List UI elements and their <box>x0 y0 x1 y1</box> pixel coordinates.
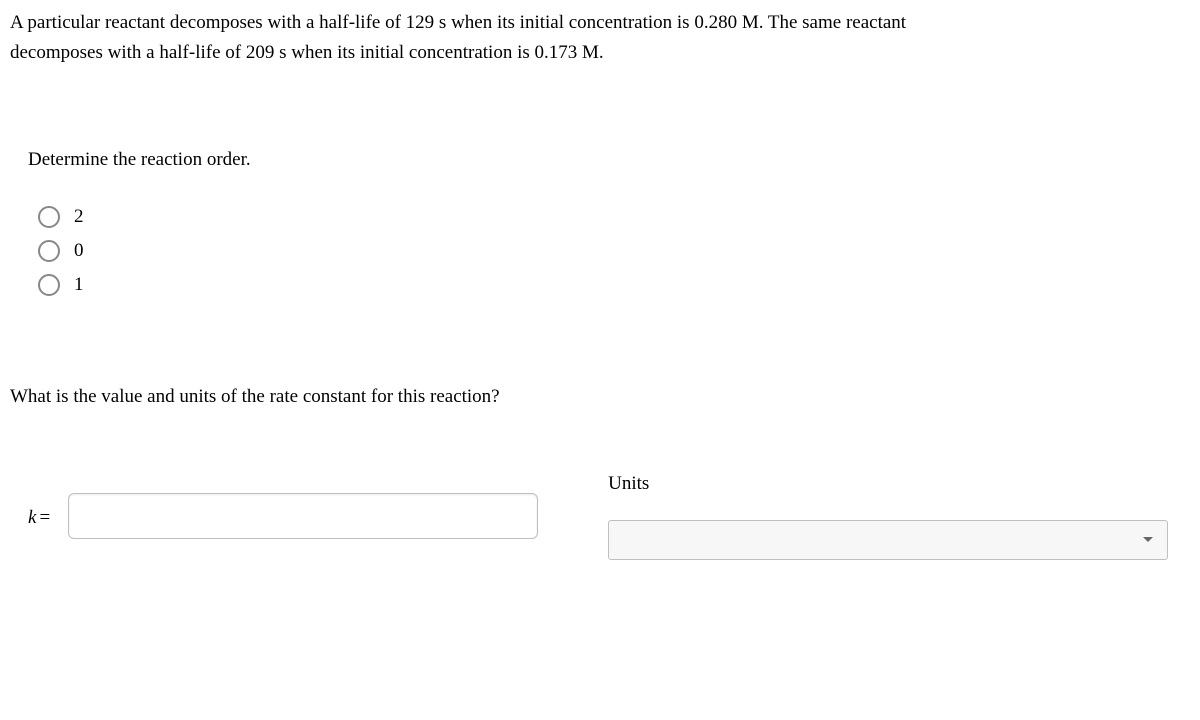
part2-prompt: What is the value and units of the rate … <box>10 386 1190 408</box>
radio-option-2[interactable]: 2 <box>38 206 1190 228</box>
radio-circle-icon <box>38 206 60 228</box>
k-equals-label: k= <box>28 507 50 529</box>
units-select[interactable] <box>608 520 1168 560</box>
chevron-down-icon <box>1143 537 1153 542</box>
radio-circle-icon <box>38 240 60 262</box>
radio-option-1[interactable]: 1 <box>38 274 1190 296</box>
part1-prompt: Determine the reaction order. <box>28 149 1190 171</box>
rate-constant-input[interactable] <box>68 493 538 539</box>
units-label: Units <box>608 473 1168 495</box>
k-symbol: k <box>28 507 36 528</box>
question-text: A particular reactant decomposes with a … <box>10 8 1190 69</box>
radio-label: 0 <box>74 240 84 262</box>
question-line-2: decomposes with a half-life of 209 s whe… <box>10 42 604 63</box>
answer-row: k= Units <box>28 473 1190 560</box>
radio-circle-icon <box>38 274 60 296</box>
reaction-order-radio-group: 2 0 1 <box>38 206 1190 296</box>
radio-label: 2 <box>74 206 84 228</box>
question-line-1: A particular reactant decomposes with a … <box>10 12 906 33</box>
radio-label: 1 <box>74 274 84 296</box>
equals-sign: = <box>39 507 50 528</box>
radio-option-0[interactable]: 0 <box>38 240 1190 262</box>
